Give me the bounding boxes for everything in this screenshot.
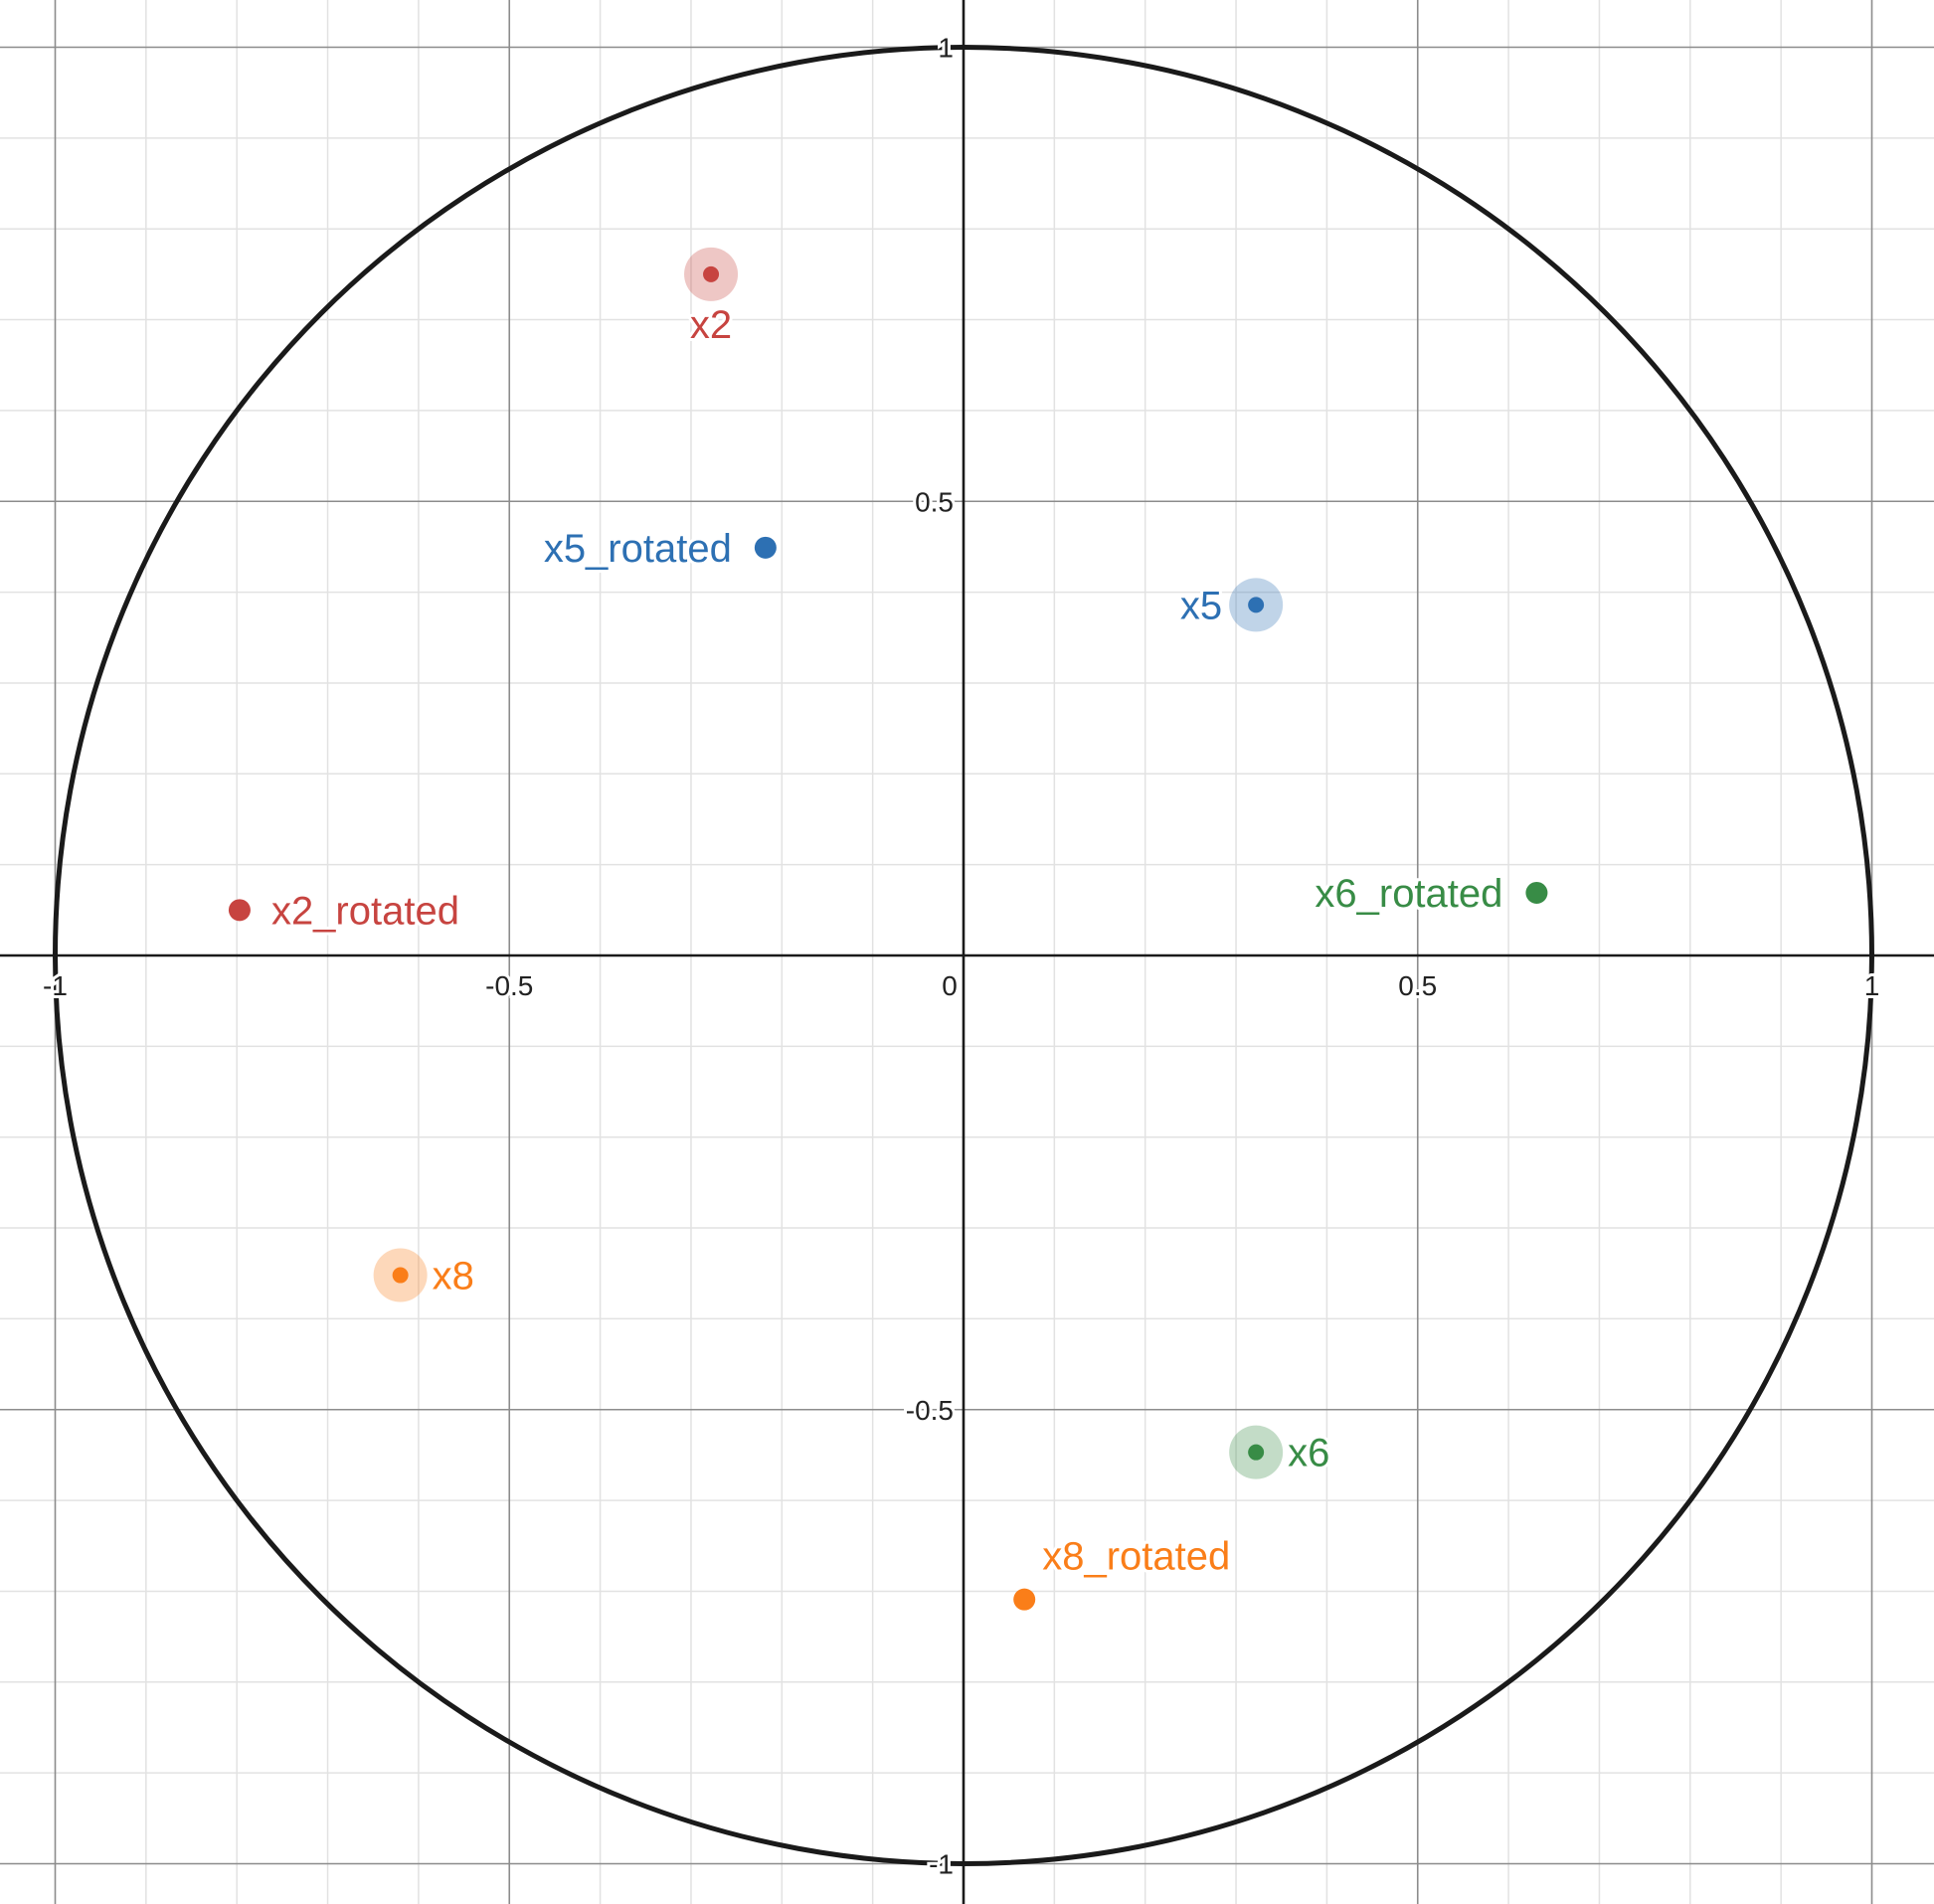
point-marker[interactable]	[703, 265, 720, 282]
x-tick-label: 0	[942, 970, 958, 1001]
point-marker[interactable]	[1525, 881, 1548, 904]
tick-labels: -1 -0.5 0 0.5 1 1 0.5 -0.5 -1	[40, 30, 1882, 1883]
point-x8-rotated[interactable]: x8_rotated	[1013, 1532, 1233, 1611]
points: x2 x2_rotated x5 x5_rotated x6 x6_rotated x8 x8…	[228, 247, 1548, 1611]
y-tick-label: 1	[938, 33, 954, 64]
point-x2-rotated[interactable]: x2_rotated	[228, 886, 462, 936]
point-label: x8_rotated	[1042, 1535, 1230, 1579]
point-label: x5_rotated	[544, 527, 732, 571]
point-marker[interactable]	[754, 536, 777, 559]
point-label: x6_rotated	[1315, 872, 1502, 916]
point-label: x5	[1180, 584, 1222, 627]
x-tick-label: -1	[43, 970, 68, 1001]
point-x5-rotated[interactable]: x5_rotated	[541, 524, 777, 574]
y-tick-label: 0.5	[915, 486, 954, 517]
y-tick-label: -1	[929, 1849, 954, 1880]
point-x6[interactable]: x6	[1229, 1425, 1332, 1479]
point-marker[interactable]	[1248, 597, 1265, 613]
point-marker[interactable]	[228, 899, 251, 922]
point-x6-rotated[interactable]: x6_rotated	[1312, 869, 1548, 919]
x-tick-label: 1	[1864, 970, 1880, 1001]
point-label: x6	[1288, 1432, 1329, 1475]
point-marker[interactable]	[1013, 1588, 1036, 1611]
y-tick-label: -0.5	[906, 1395, 954, 1426]
unit-circle	[53, 45, 1874, 1866]
point-x8[interactable]: x8	[373, 1248, 477, 1302]
point-label: x2	[690, 303, 732, 347]
point-marker[interactable]	[1248, 1444, 1265, 1461]
point-label: x2_rotated	[271, 889, 459, 933]
point-x5[interactable]: x5	[1177, 578, 1284, 632]
point-marker[interactable]	[392, 1267, 409, 1284]
point-label: x8	[433, 1255, 474, 1298]
x-tick-label: 0.5	[1398, 970, 1437, 1001]
x-tick-label: -0.5	[485, 970, 533, 1001]
point-x2[interactable]: x2	[684, 247, 739, 350]
